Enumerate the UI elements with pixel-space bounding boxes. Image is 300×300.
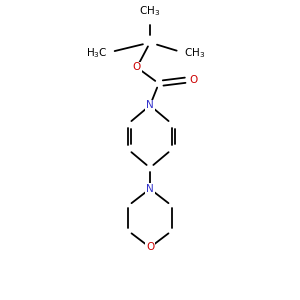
Text: CH$_3$: CH$_3$	[184, 46, 205, 60]
Text: CH$_3$: CH$_3$	[140, 4, 160, 18]
Text: O: O	[133, 62, 141, 72]
Text: O: O	[190, 75, 198, 85]
Text: N: N	[146, 184, 154, 194]
Text: O: O	[146, 242, 154, 252]
Text: H$_3$C: H$_3$C	[86, 46, 108, 60]
Text: N: N	[146, 100, 154, 110]
